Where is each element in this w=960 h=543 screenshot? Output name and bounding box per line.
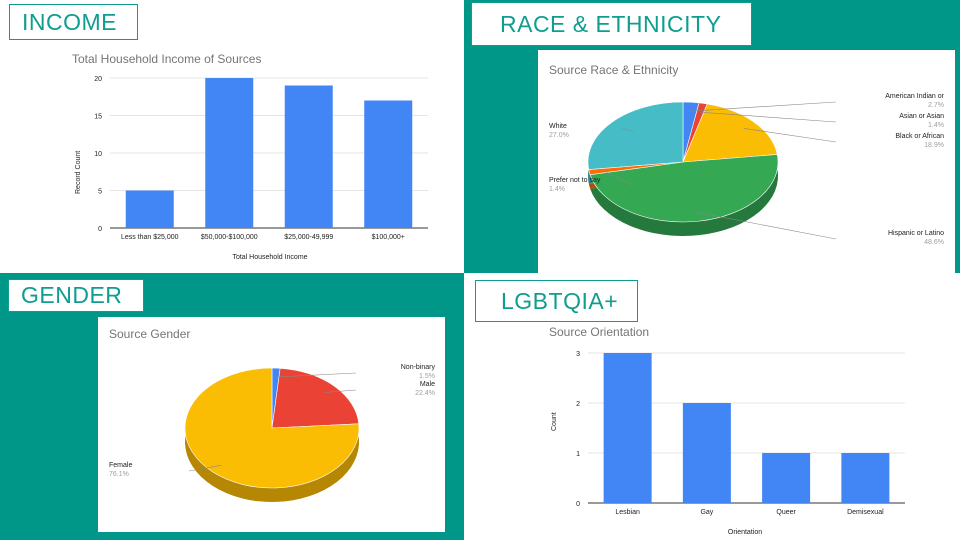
- race-slice-label: Hispanic or Latino: [888, 230, 944, 237]
- gender-chart: Source Gender Non-binary 1.5%Male 22.4% Fem…: [109, 327, 436, 502]
- income-bar: [125, 190, 174, 228]
- race-slice: [587, 101, 684, 170]
- race-slice-percent: 2.7%: [928, 102, 944, 109]
- orientation-x-tick-label: Demisexual: [847, 509, 884, 516]
- race-slice-label: Prefer not to say: [549, 177, 601, 184]
- income-x-axis-label: Total Household Income: [232, 254, 307, 261]
- income-bar: [284, 85, 333, 228]
- gender-slice-label: Non-binary: [401, 364, 436, 371]
- income-x-tick-label: $100,000+: [372, 234, 405, 241]
- income-x-tick-label: $50,000-$100,000: [201, 234, 258, 241]
- race-slice-label: American Indian or: [885, 93, 944, 100]
- orientation-chart: Source Orientation 0 1 2 3 Lesbian Gay Queer De…: [549, 325, 905, 536]
- gender-slice: [184, 367, 360, 489]
- orientation-x-tick-label: Lesbian: [615, 509, 640, 516]
- race-leader-line: [700, 111, 837, 123]
- race-slice-percent: 1.4%: [928, 122, 944, 129]
- orientation-x-tick-label: Queer: [776, 509, 796, 516]
- gender-slice-label: Male: [420, 381, 435, 388]
- race-slice-percent: 27.0%: [549, 132, 569, 139]
- orientation-bar: [682, 403, 731, 503]
- race-chart: Source Race & Ethnicity American Indian …: [549, 63, 945, 246]
- section-title-gender: GENDER: [8, 279, 144, 312]
- orientation-x-axis-label: Orientation: [728, 529, 762, 536]
- race-slice-percent: 18.9%: [924, 142, 944, 149]
- race-slice-label: Asian or Asian: [899, 113, 944, 120]
- income-y-axis-label: Record Count: [75, 151, 82, 194]
- race-leader-line: [743, 128, 837, 143]
- orientation-y-tick-label: 1: [576, 451, 580, 458]
- income-bar: [364, 100, 413, 228]
- income-y-tick-label: 5: [98, 189, 102, 196]
- section-title-race: RACE & ETHNICITY: [471, 2, 752, 46]
- orientation-x-tick-label: Gay: [700, 509, 713, 516]
- race-chart-card: Source Race & Ethnicity American Indian …: [538, 50, 955, 273]
- race-slice: [682, 103, 778, 163]
- gender-chart-card: Source Gender Non-binary 1.5% Male 22.4% Fem…: [98, 317, 445, 532]
- income-y-tick-label: 0: [98, 226, 102, 233]
- race-slice: [589, 154, 779, 223]
- orientation-bar: [762, 453, 811, 503]
- gender-leader-line: [324, 389, 357, 393]
- race-slice-label: White: [549, 123, 567, 130]
- section-title-income: INCOME: [9, 4, 138, 40]
- orientation-bar: [841, 453, 890, 503]
- race-leader-line: [689, 101, 837, 112]
- race-leader-line: [696, 211, 837, 240]
- race-leader-line: [622, 127, 635, 133]
- race-slice-percent: 1.4%: [549, 186, 565, 193]
- gender-leader-line: [188, 464, 222, 472]
- race-chart-title: Source Race & Ethnicity: [549, 63, 678, 77]
- income-chart-card: Total Household Income of Sources 0 5 10 15…: [60, 44, 440, 272]
- race-slice-percent: 48.6%: [924, 239, 944, 246]
- income-y-tick-label: 20: [94, 76, 102, 83]
- orientation-y-tick-label: 2: [576, 401, 580, 408]
- race-leader-line: [603, 170, 635, 187]
- orientation-y-axis-label: Count: [551, 412, 558, 431]
- gender-chart-title: Source Gender: [109, 327, 190, 341]
- section-title-lgbtqia: LGBTQIA+: [475, 280, 638, 322]
- income-x-tick-label: $25,000-49,999: [284, 234, 333, 241]
- gender-slice-label: Female: [109, 462, 132, 469]
- income-chart-title: Total Household Income of Sources: [72, 52, 261, 66]
- race-slice-label: Black or African: [895, 133, 944, 140]
- orientation-chart-card: Source Orientation 0 1 2 3 Lesbian Gay Queer De…: [540, 323, 920, 538]
- income-y-tick-label: 10: [94, 151, 102, 158]
- gender-slice-percent: 1.5%: [419, 373, 435, 380]
- orientation-y-tick-label: 3: [576, 351, 580, 358]
- income-x-tick-label: Less than $25,000: [121, 234, 179, 241]
- orientation-bar: [603, 353, 652, 503]
- income-y-tick-label: 15: [94, 114, 102, 121]
- gender-leader-line: [275, 372, 357, 378]
- income-bar: [205, 78, 254, 228]
- gender-slice-percent: 76.1%: [109, 471, 129, 478]
- orientation-chart-title: Source Orientation: [549, 325, 649, 339]
- orientation-y-tick-label: 0: [576, 501, 580, 508]
- gender-slice-percent: 22.4%: [415, 390, 435, 397]
- income-chart: Total Household Income of Sources 0 5 10 15…: [72, 52, 428, 261]
- gender-slice: [271, 367, 360, 429]
